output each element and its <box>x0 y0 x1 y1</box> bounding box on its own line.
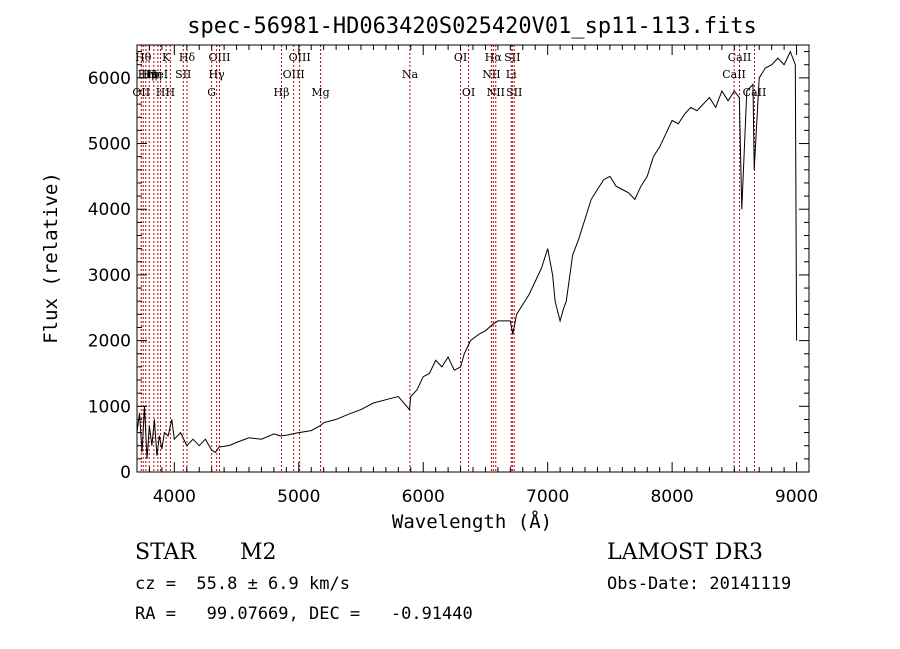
line-label-7: K <box>162 51 171 64</box>
object-class: STAR <box>135 540 196 565</box>
line-label-22: Hα <box>485 51 503 64</box>
x-axis: 4000 5000 6000 7000 8000 9000 <box>136 45 818 507</box>
line-label-4: Hη <box>146 68 162 81</box>
spectral-line-labels: OIIHθHηHηHηHeIHKHSIIHδGHγOIIIHβOIIIOIIIM… <box>132 51 766 99</box>
y-tick-label-5: 5000 <box>88 135 131 155</box>
ra-dec-text: RA = 99.07669, DEC = -0.91440 <box>135 604 473 624</box>
x-tick-label-1: 5000 <box>277 487 320 507</box>
line-label-11: G <box>207 86 216 99</box>
y-axis-label: Flux (relative) <box>40 172 62 344</box>
x-tick-label-4: 8000 <box>650 487 693 507</box>
y-tick-label-3: 3000 <box>88 266 131 286</box>
line-label-20: OI <box>462 86 475 99</box>
line-label-9: SII <box>175 68 191 81</box>
line-label-27: CaII <box>722 68 746 81</box>
line-label-5: HeI <box>148 68 168 81</box>
line-label-1: Hθ <box>135 51 152 64</box>
x-tick-label-3: 7000 <box>526 487 569 507</box>
redshift-text: cz = 55.8 ± 6.9 km/s <box>135 574 350 594</box>
y-tick-label-2: 2000 <box>88 332 131 352</box>
line-label-21: NII <box>482 68 500 81</box>
y-tick-label-6: 6000 <box>88 69 131 89</box>
line-label-26: SII <box>506 86 522 99</box>
x-tick-label-2: 6000 <box>402 487 445 507</box>
line-label-14: Hβ <box>274 86 290 99</box>
line-label-25: SII <box>504 51 520 64</box>
obs-date-text: Obs-Date: 20141119 <box>607 574 792 594</box>
y-axis: 0 1000 2000 3000 4000 5000 6000 <box>88 51 809 483</box>
line-label-12: Hγ <box>209 68 226 81</box>
spectral-line-markers <box>140 45 755 472</box>
plot-frame <box>136 44 810 473</box>
x-tick-label-0: 4000 <box>153 487 196 507</box>
line-label-17: Mg <box>311 86 329 99</box>
line-label-23: NII <box>487 86 505 99</box>
x-tick-label-5: 9000 <box>775 487 818 507</box>
line-label-19: OI <box>454 51 467 64</box>
line-label-24: Li <box>506 68 517 81</box>
spectrum-chart: spec-56981-HD063420S025420V01_sp11-113.f… <box>40 14 818 533</box>
line-label-6: H <box>156 86 166 99</box>
survey-name: LAMOST DR3 <box>607 540 763 565</box>
line-label-10: Hδ <box>179 51 196 64</box>
chart-title: spec-56981-HD063420S025420V01_sp11-113.f… <box>187 14 757 39</box>
flux-series-line <box>136 50 798 459</box>
line-label-18: Na <box>402 68 419 81</box>
y-tick-label-1: 1000 <box>88 397 131 417</box>
object-subclass: M2 <box>240 540 277 565</box>
line-label-0: OII <box>132 86 150 99</box>
y-tick-label-4: 4000 <box>88 200 131 220</box>
line-label-13: OIII <box>208 51 230 64</box>
x-axis-label: Wavelength (Å) <box>392 510 552 533</box>
line-label-16: OIII <box>289 51 311 64</box>
line-label-28: CaII <box>728 51 752 64</box>
line-label-15: OIII <box>283 68 305 81</box>
line-label-8: H <box>166 86 176 99</box>
y-tick-label-0: 0 <box>120 463 131 483</box>
